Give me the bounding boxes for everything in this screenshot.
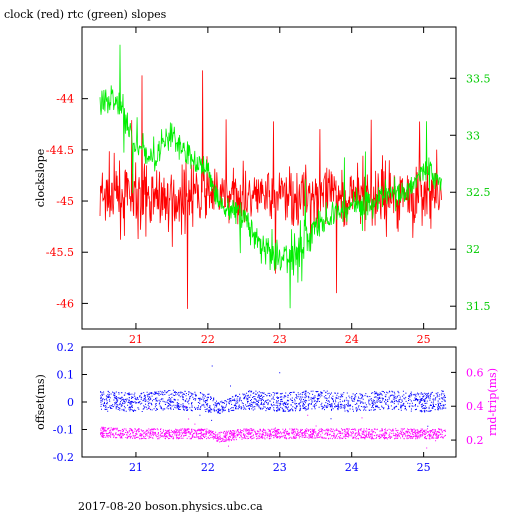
slope-left-tick-label: -46: [56, 297, 74, 310]
slope-left-tick-label: -45: [56, 195, 74, 208]
slope-axes: 21 22 23 24 25 -44 -44.5 -45 -45.5 -46 33.5 33 32.5 3…: [46, 27, 491, 346]
offset-x-tick-label: 25: [417, 461, 431, 474]
slope-right-tick-label: 31.5: [466, 300, 491, 313]
rndtrip-y-axis-label: rnd-trip(ms): [486, 368, 499, 436]
slope-left-tick-label: -44.5: [46, 144, 74, 157]
slope-left-tick-label: -44: [56, 93, 74, 106]
slope-x-tick-label: 24: [345, 333, 359, 346]
offset-scatter-points: [100, 365, 447, 427]
offset-axes: 21 22 23 24 25 0.2 0.1 0 -0.1 -0.2 0.6 0.4 0.2: [53, 341, 484, 474]
offset-series-layer: [100, 365, 447, 449]
chart-title: clock (red) rtc (green) slopes: [4, 8, 167, 21]
slope-x-tick-label: 23: [273, 333, 287, 346]
offset-left-tick-label: 0: [67, 396, 74, 409]
offset-x-tick-label: 23: [273, 461, 287, 474]
slope-left-tick-label: -45.5: [46, 246, 74, 259]
offset-left-tick-label: 0.2: [57, 341, 75, 354]
slope-series-layer: [99, 44, 442, 309]
slope-x-tick-label: 21: [129, 333, 143, 346]
slope-panel: 21 22 23 24 25 -44 -44.5 -45 -45.5 -46 33.5 33 32.5 3…: [34, 26, 491, 346]
offset-panel: 21 22 23 24 25 0.2 0.1 0 -0.1 -0.2 0.6 0.4 0.2 offse…: [34, 341, 499, 474]
slope-right-tick-label: 32.5: [466, 186, 491, 199]
rnd-trip-scatter-points: [100, 405, 446, 449]
rndtrip-right-tick-label: 0.6: [466, 366, 484, 379]
offset-x-tick-label: 21: [129, 461, 143, 474]
slope-right-tick-label: 32: [466, 243, 480, 256]
rtc-series-line: [99, 44, 442, 309]
offset-y-axis-label: offset(ms): [34, 374, 47, 430]
offset-left-tick-label: -0.1: [53, 424, 74, 437]
rndtrip-right-tick-label: 0.4: [466, 400, 484, 413]
slope-plot-frame: [81, 26, 457, 330]
slope-y-axis-label: clockslope: [34, 149, 47, 207]
offset-left-tick-label: 0.1: [57, 369, 75, 382]
rndtrip-right-tick-label: 0.2: [466, 434, 484, 447]
slope-right-tick-label: 33.5: [466, 72, 491, 85]
offset-x-tick-label: 22: [201, 461, 215, 474]
offset-left-tick-label: -0.2: [53, 451, 74, 464]
slope-right-tick-label: 33: [466, 129, 480, 142]
slope-x-tick-label: 22: [201, 333, 215, 346]
footer-date-host: 2017-08-20 boson.physics.ubc.ca: [78, 500, 263, 512]
clock-series-line: [99, 70, 442, 309]
slope-x-tick-label: 25: [417, 333, 431, 346]
offset-x-tick-label: 24: [345, 461, 359, 474]
